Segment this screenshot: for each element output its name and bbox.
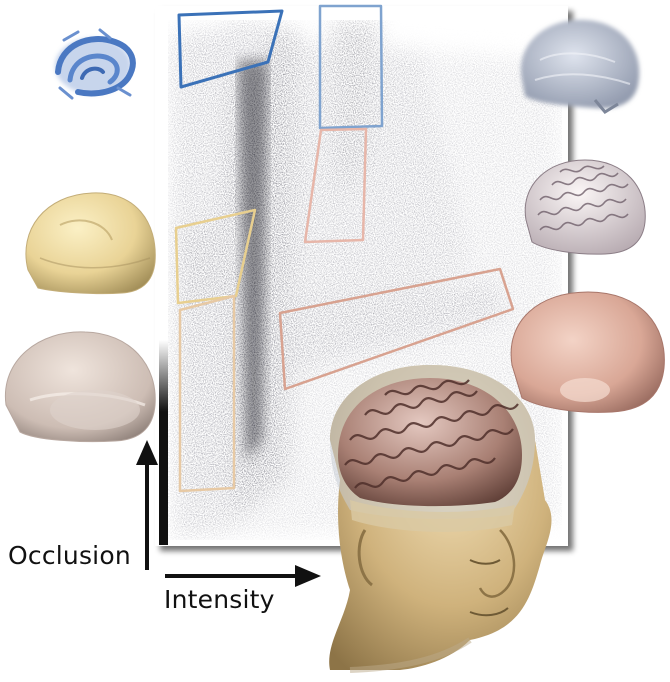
yellow-skull-render bbox=[25, 192, 156, 295]
grey-fuzzy-brain-render bbox=[520, 19, 640, 114]
intensity-axis-label: Intensity bbox=[164, 585, 275, 614]
occlusion-arrow bbox=[136, 440, 158, 570]
blue-vessels-render bbox=[55, 28, 136, 100]
region-blue-dark[interactable] bbox=[177, 9, 284, 89]
region-blue-light[interactable] bbox=[318, 4, 384, 130]
pink-skin-render bbox=[510, 291, 665, 413]
selection-regions bbox=[174, 4, 515, 493]
occlusion-axis-bar bbox=[159, 340, 168, 545]
intensity-arrow bbox=[165, 565, 321, 587]
region-pink[interactable] bbox=[303, 127, 368, 244]
region-yellow-upper[interactable] bbox=[174, 208, 257, 305]
occlusion-axis-label: Occlusion bbox=[8, 541, 131, 570]
region-salmon[interactable] bbox=[278, 267, 515, 391]
white-brain-surface-render bbox=[524, 159, 646, 255]
head-brain-volume-render bbox=[329, 365, 552, 673]
translucent-skull-render bbox=[4, 331, 156, 443]
region-yellow-lower[interactable] bbox=[178, 294, 236, 493]
